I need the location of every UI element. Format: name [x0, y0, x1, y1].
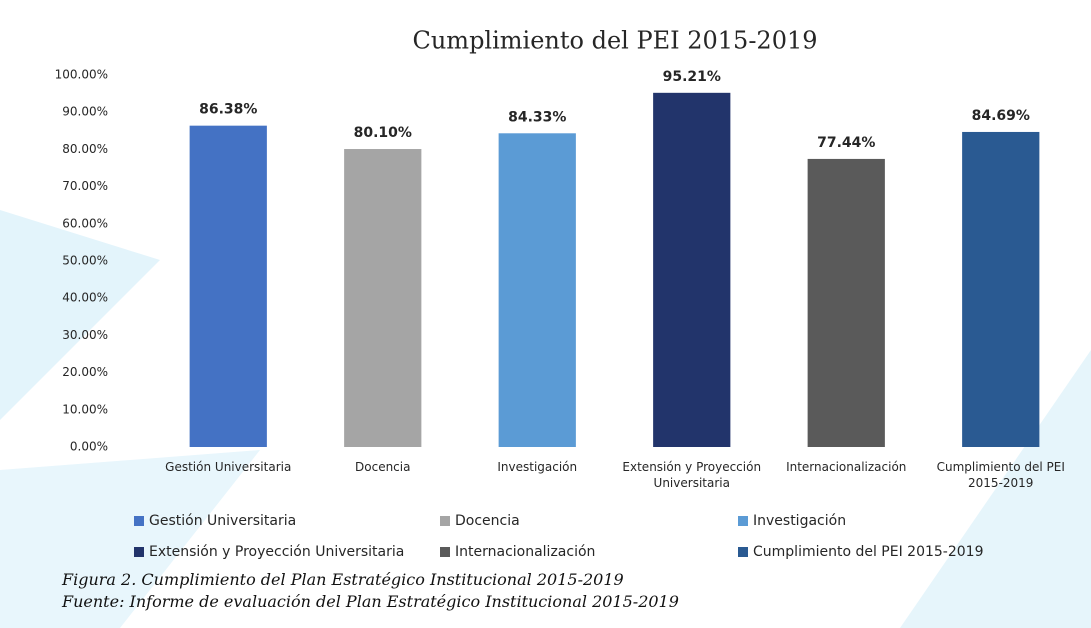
legend-label: Cumplimiento del PEI 2015-2019	[753, 544, 984, 560]
x-tick-label: Docencia	[355, 460, 411, 474]
y-tick-label: 100.00%	[55, 68, 108, 82]
chart-title: Cumplimiento del PEI 2015-2019	[412, 27, 817, 55]
y-tick-label: 40.00%	[62, 291, 108, 305]
x-tick-label: Extensión y Proyección Universitaria	[622, 460, 762, 490]
y-tick-label: 0.00%	[70, 440, 108, 454]
legend-swatch	[134, 516, 144, 526]
legend-label: Investigación	[753, 513, 846, 529]
y-tick-label: 30.00%	[62, 328, 108, 342]
bar	[653, 92, 731, 448]
background-shape	[0, 450, 260, 628]
y-tick-label: 10.00%	[62, 402, 108, 416]
background-shape	[900, 350, 1091, 628]
bar	[344, 149, 422, 447]
legend-swatch	[134, 547, 144, 557]
value-label: 84.33%	[508, 109, 566, 125]
value-label: 86.38%	[199, 102, 257, 118]
bar	[189, 125, 267, 448]
legend-swatch	[738, 547, 748, 557]
figure-caption: Figura 2. Cumplimiento del Plan Estratég…	[62, 570, 624, 589]
x-tick-label: Internacionalización	[786, 460, 907, 474]
x-tick-label: Cumplimiento del PEI 2015-2019	[936, 460, 1065, 490]
y-tick-label: 70.00%	[62, 179, 108, 193]
value-label: 95.21%	[663, 69, 721, 85]
y-tick-label: 60.00%	[62, 216, 108, 230]
y-tick-label: 90.00%	[62, 105, 108, 119]
y-tick-label: 80.00%	[62, 142, 108, 156]
legend-swatch	[738, 516, 748, 526]
x-tick-label: Investigación	[497, 460, 578, 474]
x-tick-label: Gestión Universitaria	[165, 460, 292, 474]
legend-swatch	[440, 516, 450, 526]
bar	[807, 158, 885, 447]
legend-label: Docencia	[455, 513, 520, 529]
bar	[962, 131, 1040, 448]
value-label: 84.69%	[972, 108, 1030, 124]
value-label: 80.10%	[354, 125, 412, 141]
background-shape	[0, 210, 160, 420]
legend-label: Gestión Universitaria	[149, 513, 296, 529]
source-caption: Fuente: Informe de evaluación del Plan E…	[62, 592, 679, 611]
bar	[498, 133, 576, 447]
legend-label: Internacionalización	[455, 544, 595, 560]
value-label: 77.44%	[817, 135, 875, 151]
y-tick-label: 50.00%	[62, 254, 108, 268]
y-tick-label: 20.00%	[62, 365, 108, 379]
legend-label: Extensión y Proyección Universitaria	[149, 544, 404, 560]
legend-swatch	[440, 547, 450, 557]
